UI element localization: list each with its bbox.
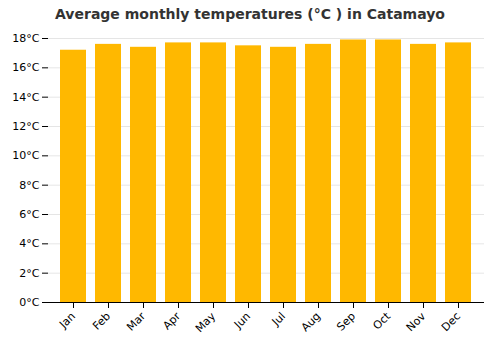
svg-text:Mar: Mar (124, 309, 148, 333)
svg-text:Oct: Oct (370, 309, 393, 332)
svg-text:Jul: Jul (269, 310, 288, 329)
svg-text:Apr: Apr (160, 309, 183, 332)
svg-text:Feb: Feb (90, 310, 113, 333)
html-text:Average monthly temperatures (: Average monthly temperatures (°C ) in Ca… (55, 6, 445, 22)
svg-text:6°C: 6°C (19, 208, 39, 221)
svg-text:May: May (193, 309, 219, 335)
svg-text:2°C: 2°C (19, 267, 39, 280)
svg-text:18°C: 18°C (12, 32, 39, 45)
svg-text:8°C: 8°C (19, 179, 39, 192)
svg-text:10°C: 10°C (12, 149, 39, 162)
svg-text:4°C: 4°C (19, 237, 39, 250)
svg-text:16°C: 16°C (12, 61, 39, 74)
svg-text:Nov: Nov (404, 309, 429, 334)
svg-text:Aug: Aug (299, 310, 323, 334)
svg-text:Sep: Sep (334, 310, 358, 334)
svg-text:14°C: 14°C (12, 91, 39, 104)
svg-text:12°C: 12°C (12, 120, 39, 133)
svg-text:Jun: Jun (231, 310, 253, 332)
svg-text:Jan: Jan (56, 310, 78, 332)
svg-text:Dec: Dec (439, 310, 463, 334)
svg-text:0°C: 0°C (19, 296, 39, 309)
